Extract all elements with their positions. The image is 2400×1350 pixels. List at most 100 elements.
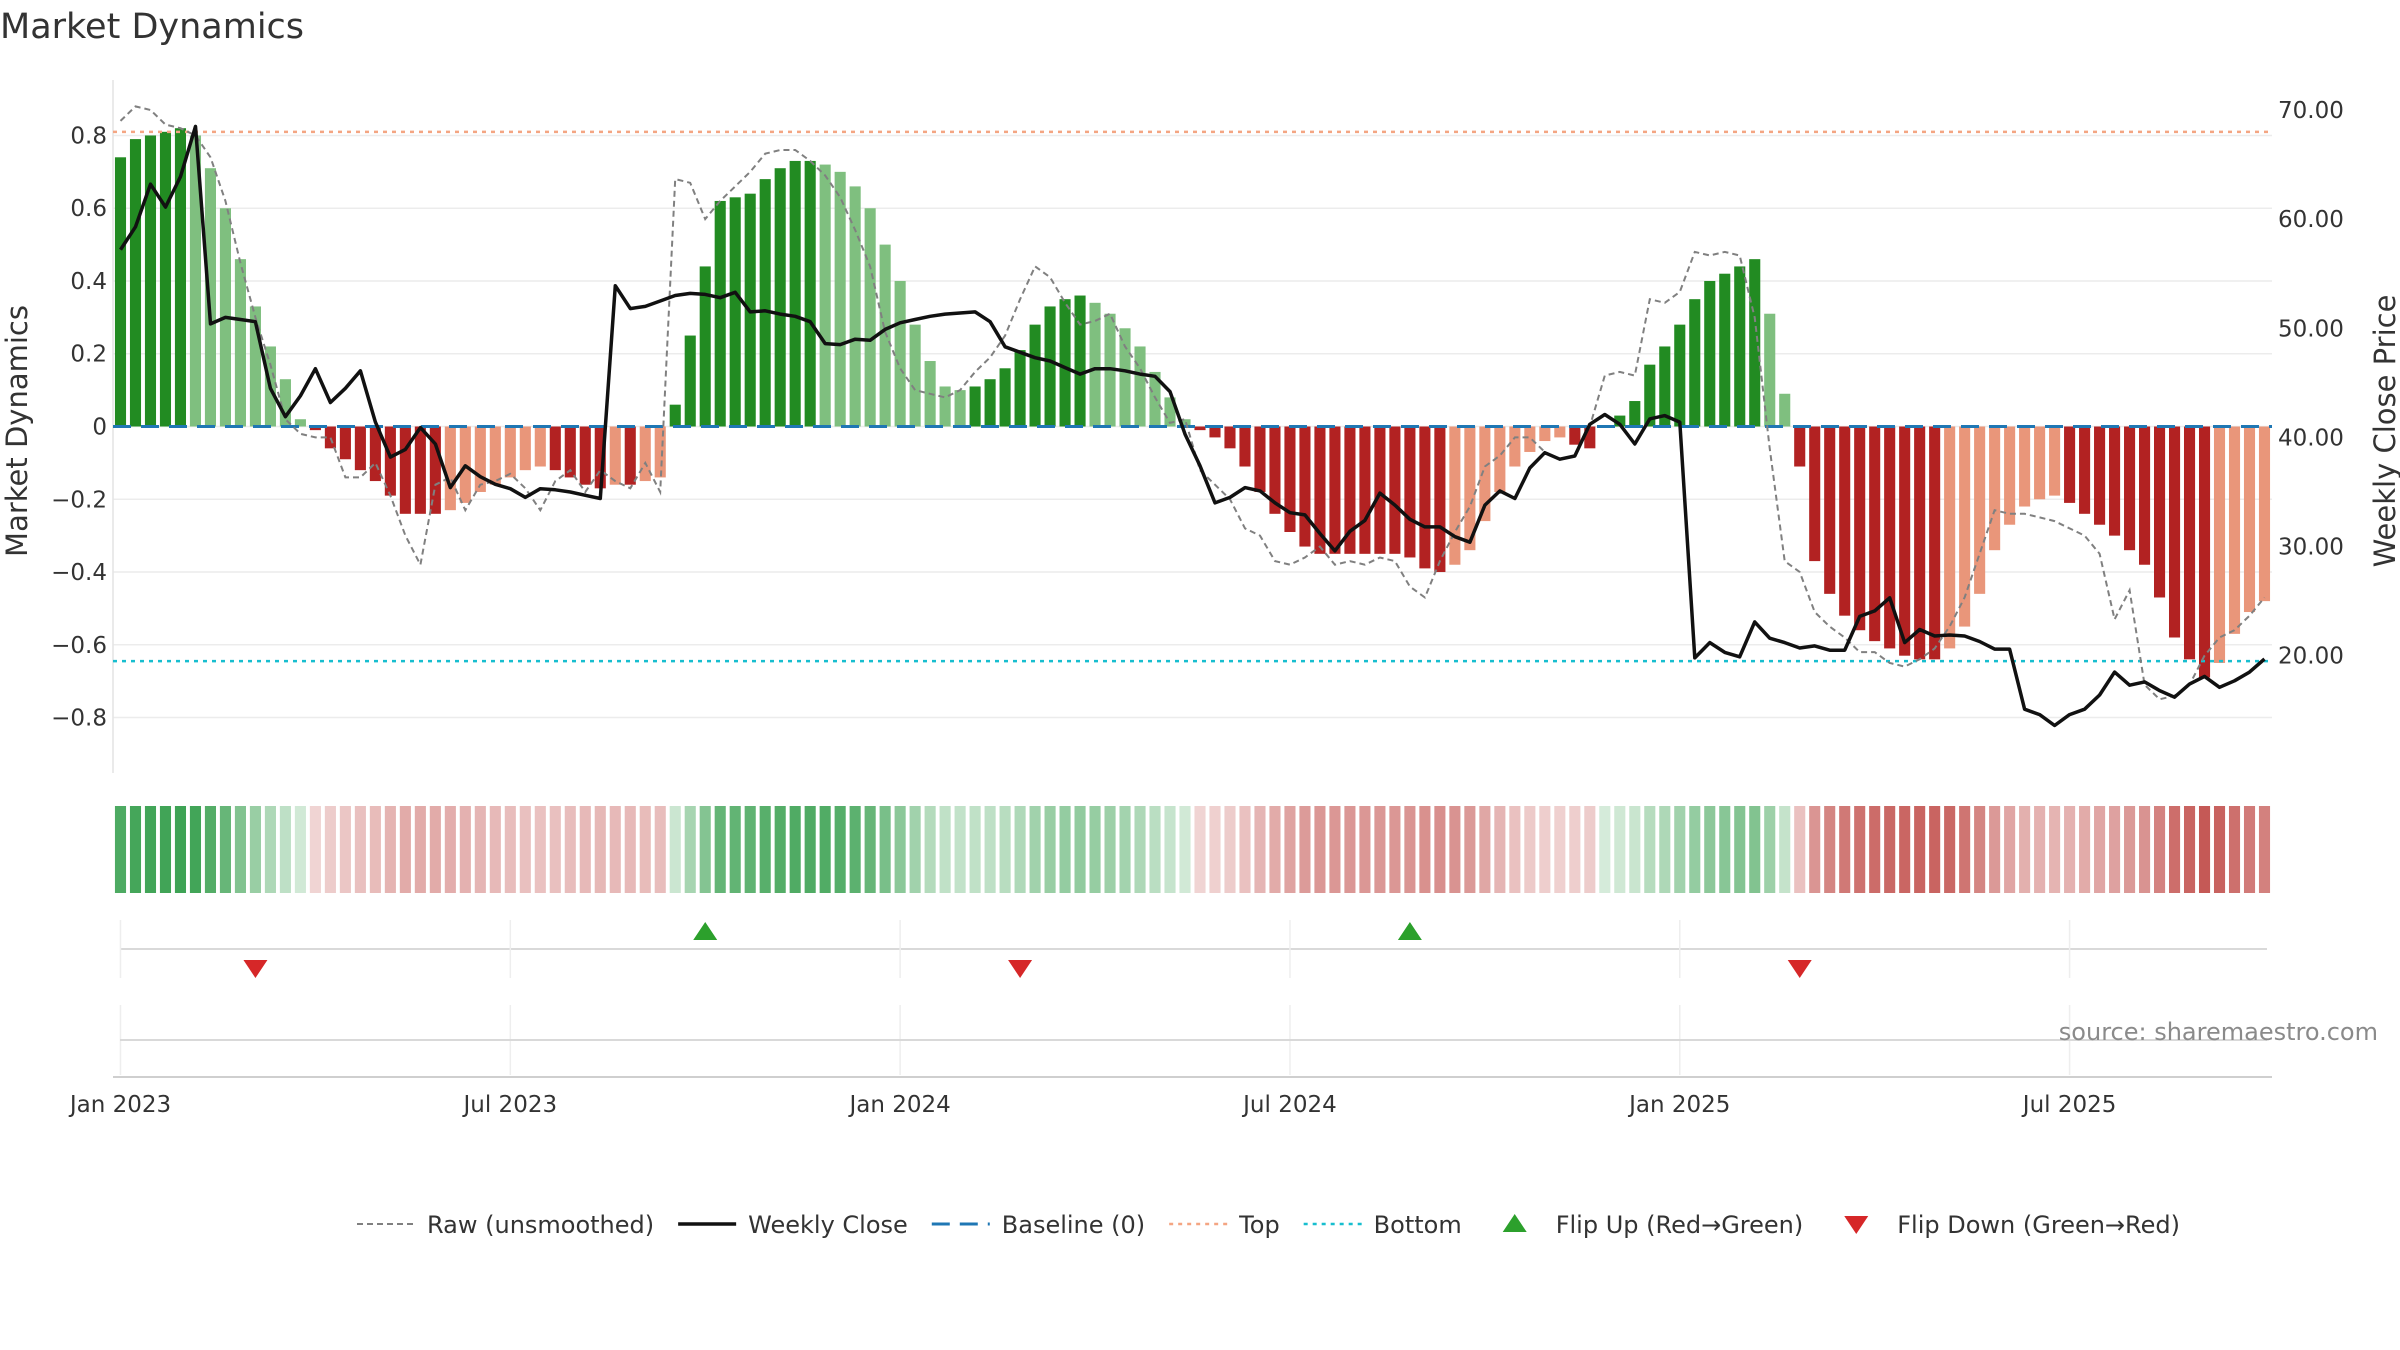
heat-strip-cell [1074, 806, 1086, 893]
market-dynamics-bar [1629, 401, 1641, 427]
market-dynamics-bar [2183, 426, 2196, 660]
heat-strip-cell [1284, 806, 1296, 893]
heat-strip-cell [849, 806, 861, 893]
y-right-axis-label: Weekly Close Price [2368, 295, 2400, 568]
market-dynamics-bar [504, 426, 516, 478]
heat-strip-cell [1899, 806, 1911, 893]
market-dynamics-bar [909, 324, 921, 427]
heat-strip-cell [174, 806, 187, 893]
market-dynamics-bar [1659, 346, 1671, 427]
market-dynamics-bar [249, 306, 261, 427]
market-dynamics-bar [2258, 426, 2271, 602]
market-dynamics-bar [1524, 426, 1536, 452]
market-dynamics-bar [144, 135, 157, 427]
heat-strip-cell [1404, 806, 1416, 893]
heat-strip-cell [1779, 806, 1791, 893]
legend-item-close: Weekly Close [678, 1211, 908, 1239]
market-dynamics-bar [1554, 426, 1566, 438]
market-dynamics-bar [129, 139, 142, 427]
legend-label: Bottom [1374, 1211, 1462, 1239]
y-left-axis-label: Market Dynamics [0, 305, 34, 557]
market-dynamics-bar [354, 426, 366, 471]
market-dynamics-bar [654, 426, 666, 478]
market-dynamics-bar [1299, 426, 1311, 547]
heat-strip-cell [1509, 806, 1521, 893]
heat-strip-cell [1269, 806, 1281, 893]
heat-strip-cell [2258, 806, 2271, 893]
heat-strip-cell [1164, 806, 1176, 893]
heat-strip-cell [2124, 806, 2136, 893]
heat-strip-cell [2019, 806, 2031, 893]
legend-label: Raw (unsmoothed) [427, 1211, 654, 1239]
market-dynamics-bar [1179, 419, 1191, 427]
heat-strip-cell [1299, 806, 1311, 893]
heat-strip-cell [2213, 806, 2226, 893]
y-left-tick-label: −0.6 [51, 633, 107, 659]
heat-strip-cell [2109, 806, 2121, 893]
market-dynamics-bar [114, 157, 127, 427]
market-dynamics-bar [639, 426, 651, 482]
heat-strip-cell [1119, 806, 1131, 893]
y-left-tick-label: 0 [92, 415, 107, 441]
heat-strip-cell [1989, 806, 2001, 893]
market-dynamics-bar [2079, 426, 2091, 514]
heat-strip-cell [144, 806, 157, 893]
legend-label: Top [1238, 1211, 1280, 1239]
flip-down-marker [243, 960, 268, 978]
heat-strip-cell [1869, 806, 1881, 893]
market-dynamics-bar [1929, 426, 1941, 660]
heat-strip-cell [1089, 806, 1101, 893]
flip-down-marker [1008, 960, 1033, 978]
market-dynamics-bar [309, 426, 321, 431]
y-right-tick-label: 50.00 [2278, 316, 2344, 342]
heat-strip-cell [444, 806, 456, 893]
heat-strip-cell [624, 806, 636, 893]
market-dynamics-bar [1689, 299, 1701, 427]
market-dynamics-bar [1494, 426, 1506, 492]
heat-strip-cell [984, 806, 996, 893]
heat-strip-cell [1584, 806, 1596, 893]
heat-strip-cell [354, 806, 366, 893]
heat-strip-cell [2094, 806, 2106, 893]
heat-strip-cell [1044, 806, 1056, 893]
heat-strip-cell [459, 806, 471, 893]
market-dynamics-bar [1254, 426, 1266, 492]
heat-strip-cell [1539, 806, 1551, 893]
weekly-close-line [119, 124, 2266, 728]
heat-strip-cell [804, 806, 816, 893]
heat-strip-cell [264, 806, 276, 893]
market-dynamics-bar [2243, 426, 2256, 613]
x-tick-label: Jul 2025 [2021, 1092, 2117, 1118]
market-dynamics-bar [1749, 259, 1761, 427]
heat-strip-cell [1854, 806, 1866, 893]
heat-strip-cell [159, 806, 172, 893]
market-dynamics-bar [294, 419, 306, 427]
heat-strip-cell [1449, 806, 1461, 893]
heat-strip-cell [774, 806, 786, 893]
heat-strip-cell [2154, 806, 2166, 893]
market-dynamics-bar [534, 426, 546, 467]
heat-strip-cell [2183, 806, 2196, 893]
left-axis-ticks: 0.8 0.6 0.4 0.2 0 −0.2 −0.4 −0.6 −0.8 [51, 123, 107, 731]
market-dynamics-bar [1974, 426, 1986, 594]
heat-strip-cell [1734, 806, 1746, 893]
market-dynamics-bar [1734, 266, 1746, 427]
heat-strip-cell [1824, 806, 1836, 893]
heat-strip-cell [1359, 806, 1371, 893]
heat-strip-cell [909, 806, 921, 893]
heat-strip-cell [549, 806, 561, 893]
market-dynamics-bar [804, 160, 816, 427]
market-dynamics-bar [1014, 350, 1026, 427]
market-dynamics-bar [1839, 426, 1851, 616]
y-left-tick-label: −0.8 [51, 706, 107, 732]
heat-strip-cell [1569, 806, 1581, 893]
heat-strip-cell [1764, 806, 1776, 893]
market-dynamics-bar [684, 335, 696, 427]
market-dynamics-bar [609, 426, 621, 485]
heat-strip-cell [714, 806, 726, 893]
heat-strip-cell [1524, 806, 1536, 893]
heat-strip-cell [1704, 806, 1716, 893]
market-dynamics-bar [2019, 426, 2031, 507]
chart-title: Market Dynamics [0, 7, 304, 47]
